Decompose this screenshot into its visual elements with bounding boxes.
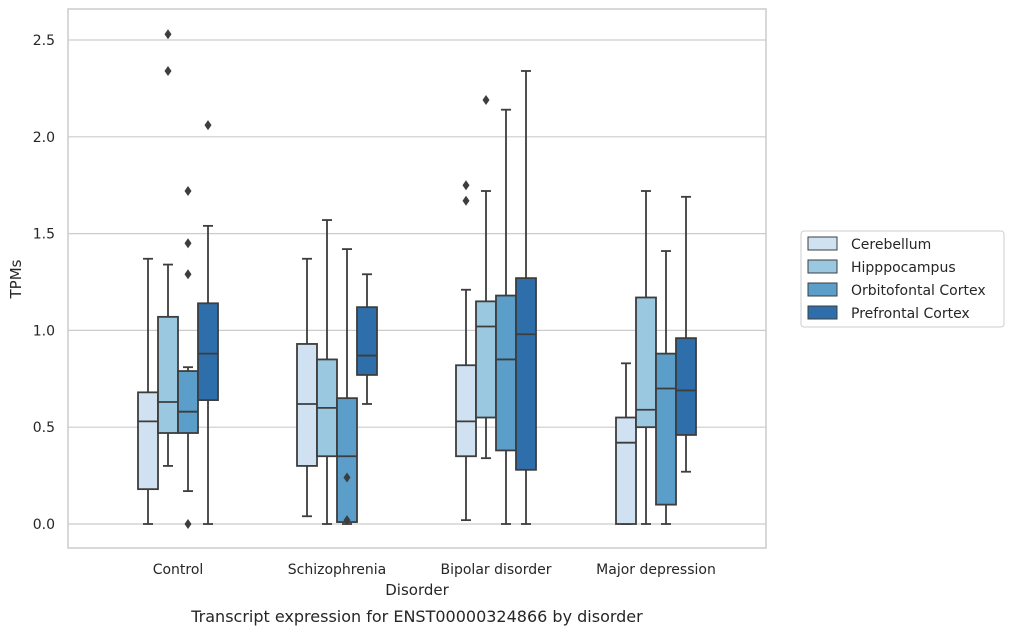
outlier-marker (184, 519, 192, 529)
y-axis-label: TPMs (7, 259, 25, 299)
box-prefrontal-cortex (675, 195, 697, 473)
y-tick-label: 0.5 (33, 420, 55, 436)
outlier-marker (184, 186, 192, 197)
y-tick-labels: 0.0 0.5 1.0 1.5 2.0 2.5 (33, 33, 55, 533)
iqr-box (177, 370, 199, 434)
box-cerebellum (137, 257, 159, 525)
iqr-box (455, 364, 477, 458)
iqr-box (137, 391, 159, 491)
outlier-marker (482, 95, 490, 106)
iqr-box (296, 343, 318, 467)
legend-swatch (807, 282, 838, 297)
box-hipppocampus (635, 190, 657, 525)
x-tick-label: Bipolar disorder (440, 562, 551, 578)
box-cerebellum (455, 180, 477, 522)
outlier-marker (184, 269, 192, 280)
legend-swatch (807, 305, 838, 320)
outlier-marker (343, 472, 351, 483)
box-hipppocampus (475, 95, 497, 460)
legend-swatch (807, 259, 838, 274)
x-tick-label: Schizophrenia (288, 562, 386, 578)
boxes (137, 29, 697, 529)
iqr-box (475, 300, 497, 419)
outlier-marker (462, 180, 470, 191)
iqr-box (635, 296, 657, 429)
outlier-marker (204, 120, 212, 131)
plot-frame (67, 8, 767, 549)
outlier-marker (462, 195, 470, 206)
legend: Cerebellum Hipppocampus Orbitofontal Corte… (800, 230, 1005, 328)
outlier-marker (164, 29, 172, 40)
outlier-marker (343, 515, 351, 526)
x-axis-label: Disorder (385, 581, 449, 599)
iqr-box (336, 397, 358, 523)
box-prefrontal-cortex (356, 273, 378, 405)
outlier-marker (164, 65, 172, 76)
box-prefrontal-cortex (515, 70, 537, 525)
x-tick-labels: Control Schizophrenia Bipolar disorder Majo… (153, 562, 716, 578)
y-tick-label: 0.0 (33, 517, 55, 533)
legend-label: Cerebellum (851, 237, 931, 253)
iqr-box (655, 352, 677, 506)
iqr-box (356, 306, 378, 376)
y-tick-label: 1.0 (33, 323, 55, 339)
box-cerebellum (615, 362, 637, 525)
iqr-box (675, 337, 697, 436)
box-orbitofontal-cortex (655, 250, 677, 525)
box-hipppocampus (316, 219, 338, 525)
box-orbitofontal-cortex (495, 108, 517, 525)
iqr-box (495, 294, 517, 452)
legend-label: Hipppocampus (851, 260, 956, 276)
x-tick-label: Major depression (596, 562, 716, 578)
legend-label: Prefrontal Cortex (851, 306, 970, 322)
outlier-marker (184, 238, 192, 249)
legend-swatch (807, 236, 838, 251)
chart-caption: Transcript expression for ENST0000032486… (190, 607, 643, 626)
box-orbitofontal-cortex (336, 248, 358, 526)
y-tick-label: 2.5 (33, 33, 55, 49)
legend-label: Orbitofontal Cortex (851, 283, 986, 299)
x-tick-label: Control (153, 562, 204, 578)
box-cerebellum (296, 257, 318, 518)
box-orbitofontal-cortex (177, 186, 199, 529)
iqr-box (157, 315, 179, 434)
y-tick-label: 1.5 (33, 227, 55, 243)
y-tick-label: 2.0 (33, 130, 55, 146)
legend-frame (800, 230, 1005, 328)
iqr-box (515, 277, 537, 471)
box-prefrontal-cortex (197, 120, 219, 525)
box-hipppocampus (157, 29, 179, 467)
iqr-box (197, 302, 219, 401)
legend-entries: Cerebellum Hipppocampus Orbitofontal Corte… (807, 236, 986, 322)
iqr-box (615, 416, 637, 525)
